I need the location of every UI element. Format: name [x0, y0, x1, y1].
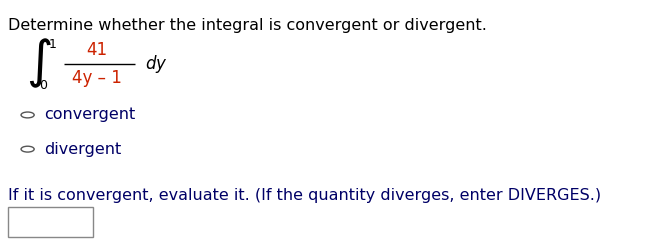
FancyBboxPatch shape	[8, 206, 93, 237]
Text: $dy$: $dy$	[144, 53, 167, 75]
Text: 41: 41	[87, 41, 107, 59]
Text: 4y – 1: 4y – 1	[72, 69, 122, 87]
Text: convergent: convergent	[44, 107, 135, 123]
Text: $\int$: $\int$	[26, 37, 51, 90]
Text: $\it{0}$: $\it{0}$	[39, 79, 48, 92]
Text: If it is convergent, evaluate it. (If the quantity diverges, enter DIVERGES.): If it is convergent, evaluate it. (If th…	[8, 188, 601, 203]
Text: Determine whether the integral is convergent or divergent.: Determine whether the integral is conver…	[8, 19, 487, 34]
Text: 1: 1	[49, 38, 57, 51]
Text: divergent: divergent	[44, 142, 121, 157]
